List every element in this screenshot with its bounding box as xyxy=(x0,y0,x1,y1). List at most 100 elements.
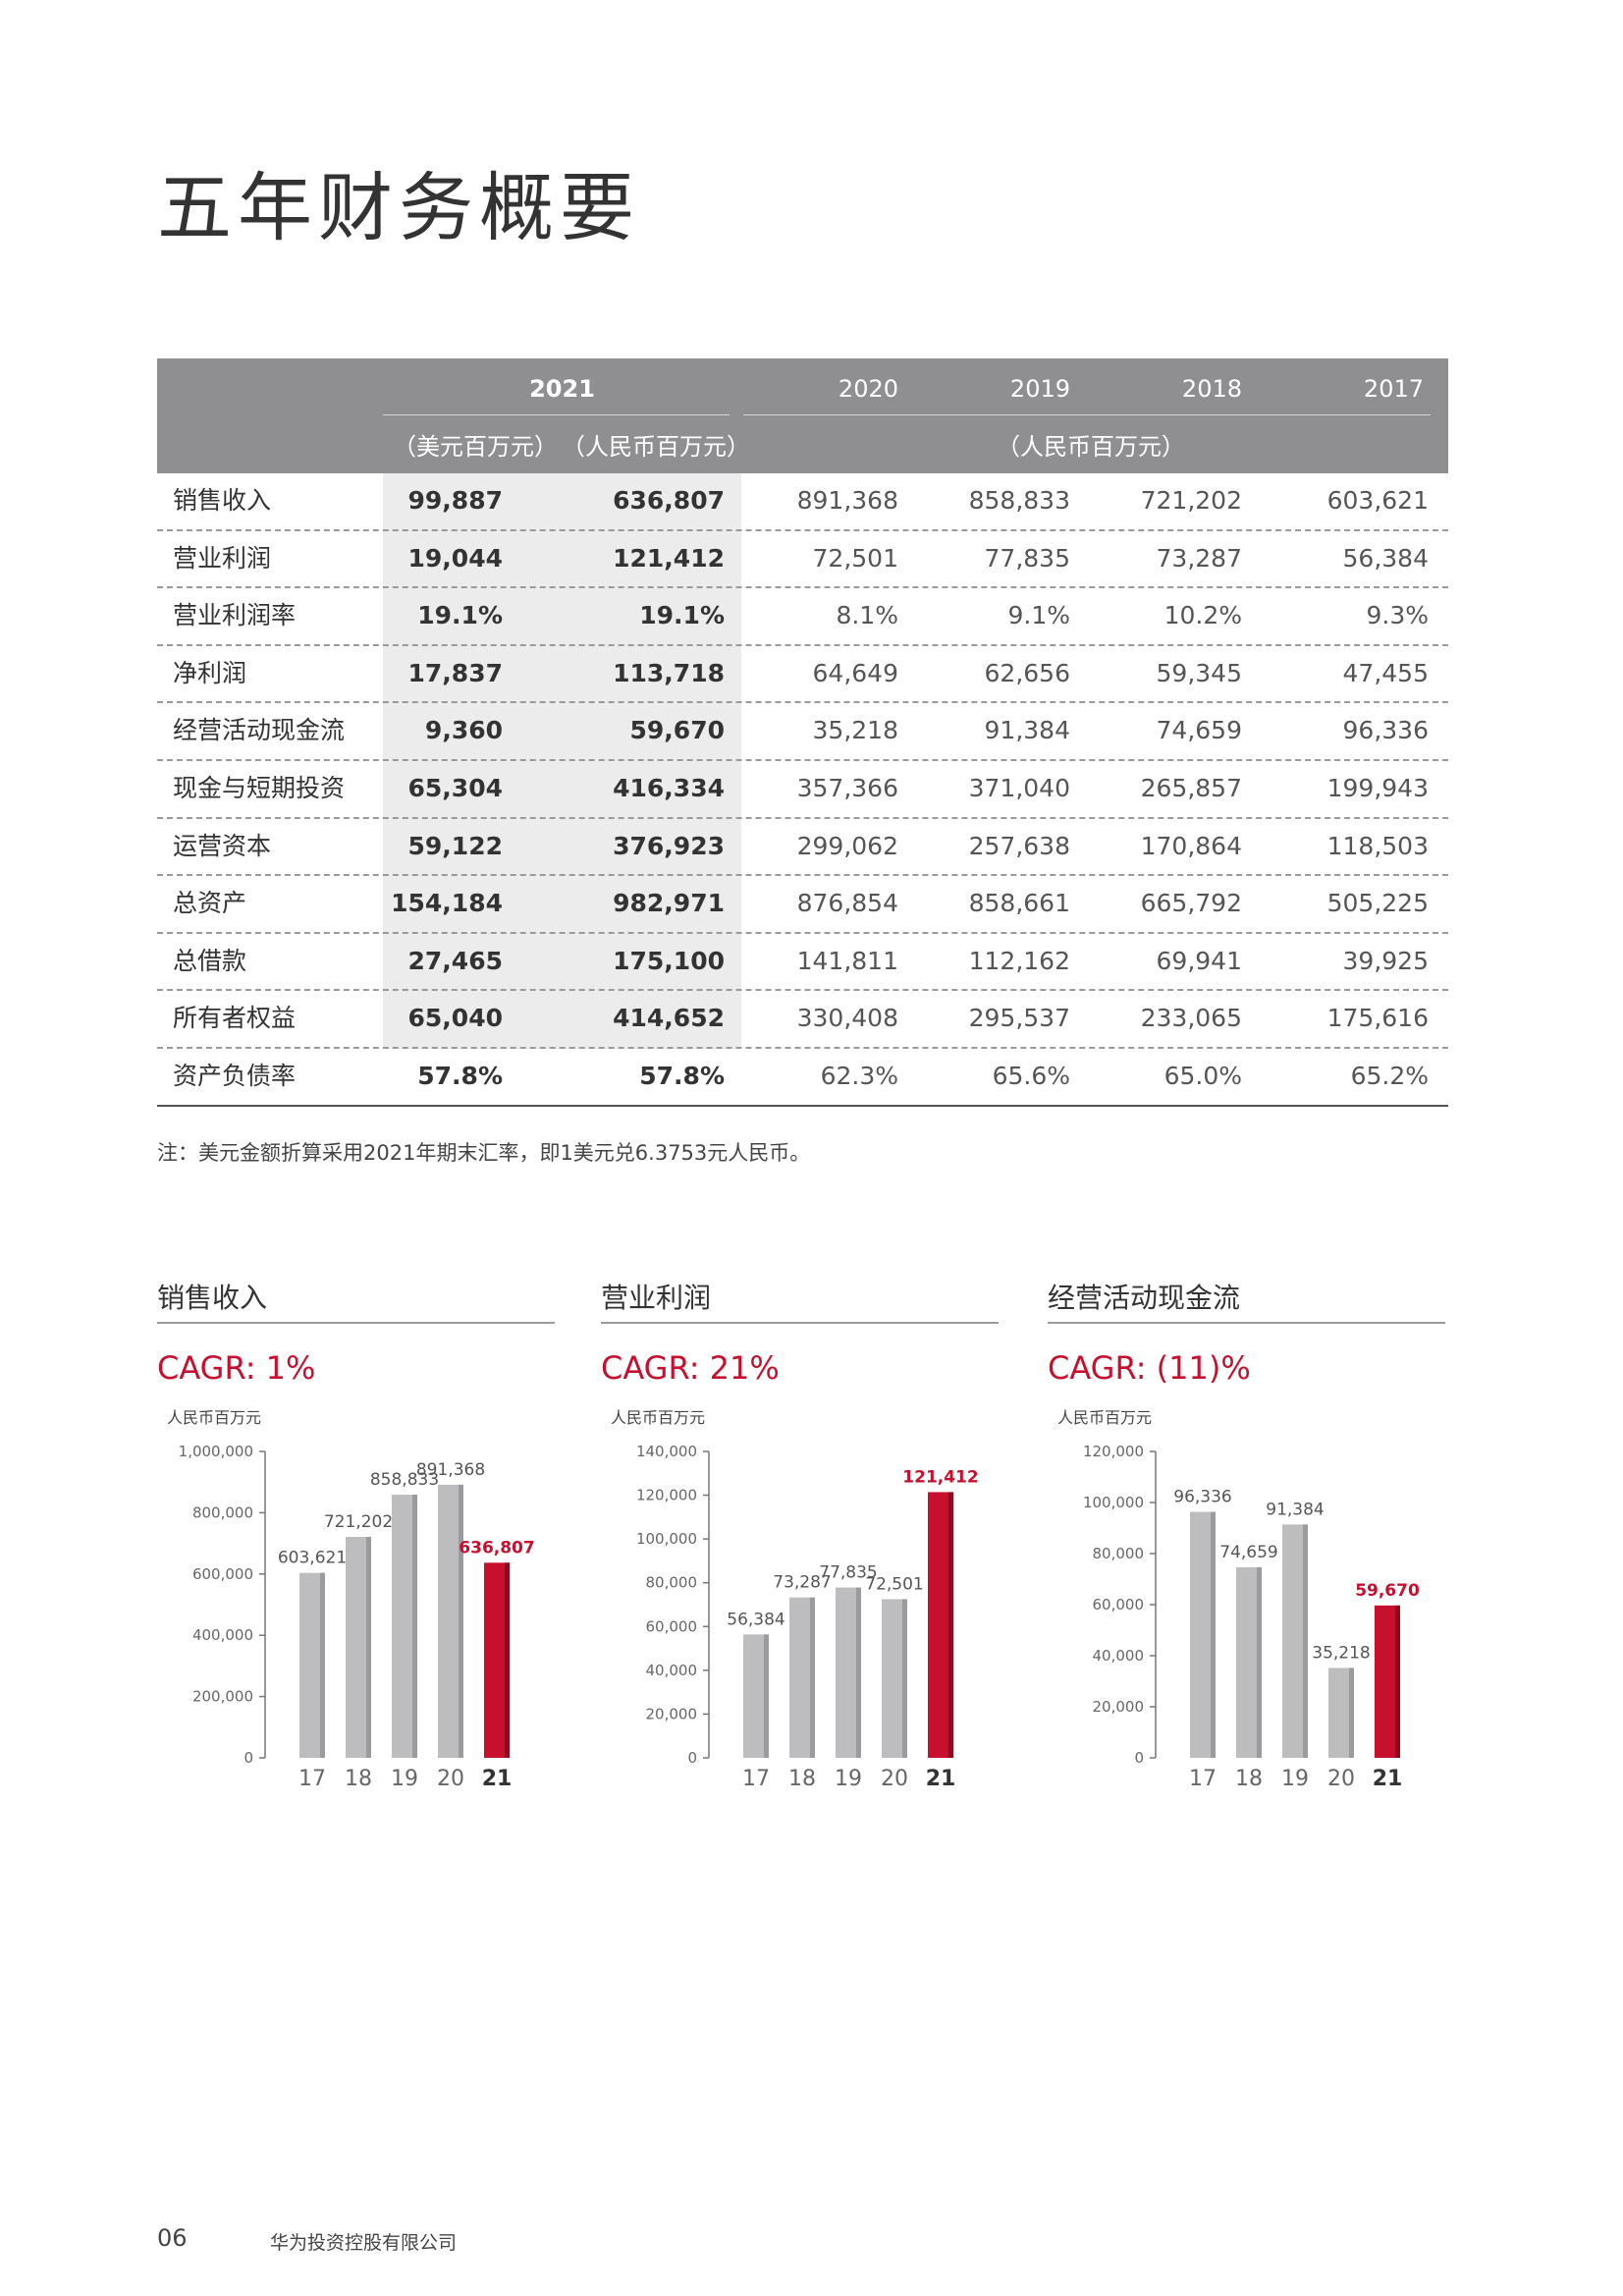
x-tick-label: 17 xyxy=(1189,1767,1217,1791)
cell-2021-usd: 57.8% xyxy=(417,1061,503,1090)
table-row: 营业利润率 19.1% 19.1% 8.1% 9.1% 10.2% 9.3% xyxy=(157,588,1448,646)
unit-usd: （美元百万元） xyxy=(393,433,558,461)
table-row: 运营资本 59,122 376,923 299,062 257,638 170,864 11… xyxy=(157,819,1448,877)
cell-2021-rmb: 57.8% xyxy=(639,1061,725,1090)
data-label: 91,384 xyxy=(1266,1500,1324,1519)
x-tick-label: 19 xyxy=(1281,1767,1309,1791)
bar-shade xyxy=(1211,1511,1216,1758)
cell-2021-rmb: 416,334 xyxy=(613,773,725,802)
y-tick-label: 120,000 xyxy=(1083,1443,1144,1460)
cell-2017: 47,455 xyxy=(1342,658,1429,687)
table-row: 销售收入 99,887 636,807 891,368 858,833 721,202 60… xyxy=(157,473,1448,531)
cell-2018: 65.0% xyxy=(1163,1061,1242,1090)
cell-2017: 199,943 xyxy=(1326,773,1429,802)
cell-2020: 891,368 xyxy=(796,486,898,515)
bar-shade xyxy=(320,1572,325,1758)
row-label: 所有者权益 xyxy=(173,1004,297,1033)
unit-label: 人民币百万元 xyxy=(1057,1408,1153,1427)
cagr-label: CAGR: 1% xyxy=(157,1349,316,1387)
bar-chart-svg: 0 200,000 400,000 600,000 800,000 1,000,000 60… xyxy=(179,1443,535,1791)
cell-2021-rmb: 19.1% xyxy=(639,601,725,630)
data-label: 636,807 xyxy=(459,1538,534,1558)
page-title: 五年财务概要 xyxy=(157,164,640,251)
y-tick-label: 80,000 xyxy=(1093,1545,1145,1562)
y-tick-label: 80,000 xyxy=(646,1574,698,1592)
cell-2019: 77,835 xyxy=(984,543,1070,573)
y-tick-label: 400,000 xyxy=(192,1626,253,1644)
y-tick-label: 20,000 xyxy=(1093,1698,1145,1716)
row-label: 资产负债率 xyxy=(173,1061,297,1090)
x-tick-label: 21 xyxy=(1373,1767,1403,1791)
cell-2021-rmb: 113,718 xyxy=(613,658,725,687)
chart-title-rule xyxy=(157,1322,555,1324)
cell-2021-usd: 65,304 xyxy=(407,773,503,802)
row-label: 净利润 xyxy=(173,658,247,687)
cell-2019: 257,638 xyxy=(968,831,1070,860)
bar-shade xyxy=(1349,1667,1354,1758)
header-year-2021: 2021 xyxy=(529,375,595,403)
x-tick-label: 18 xyxy=(1235,1767,1263,1791)
cell-2019: 295,537 xyxy=(968,1004,1070,1033)
x-tick-label: 20 xyxy=(881,1767,908,1791)
highlight-2021-band xyxy=(383,473,741,1049)
chart-revenue: 销售收入 CAGR: 1% 人民币百万元 0 200,000 400,000 600,… xyxy=(157,1277,555,1807)
y-tick-label: 0 xyxy=(1134,1749,1144,1767)
cell-2019: 858,661 xyxy=(968,889,1070,918)
cell-2018: 233,065 xyxy=(1140,1004,1242,1033)
cell-2021-usd: 19.1% xyxy=(417,601,503,630)
cell-2021-rmb: 59,670 xyxy=(629,716,725,745)
table-body: 销售收入 99,887 636,807 891,368 858,833 721,202 60… xyxy=(157,473,1448,1107)
y-tick-label: 600,000 xyxy=(192,1565,253,1583)
bar-shade xyxy=(412,1495,417,1758)
table-row: 净利润 17,837 113,718 64,649 62,656 59,345 47,455 xyxy=(157,646,1448,704)
cell-2017: 175,616 xyxy=(1326,1004,1429,1033)
x-tick-label: 18 xyxy=(345,1767,372,1791)
chart-title: 营业利润 xyxy=(601,1282,712,1314)
bar-shade xyxy=(505,1562,510,1758)
x-tick-label: 18 xyxy=(788,1767,816,1791)
y-tick-label: 1,000,000 xyxy=(179,1443,253,1460)
cell-2018: 265,857 xyxy=(1140,773,1242,802)
unit-label: 人民币百万元 xyxy=(167,1408,262,1427)
chart-title-rule xyxy=(1048,1322,1445,1324)
data-label: 603,621 xyxy=(278,1549,347,1568)
cell-2018: 721,202 xyxy=(1140,486,1242,515)
bar-shade xyxy=(366,1536,371,1758)
x-tick-label: 19 xyxy=(835,1767,862,1791)
header-year-2019: 2019 xyxy=(1009,375,1070,403)
bar-shade xyxy=(1257,1566,1262,1758)
cell-2018: 69,941 xyxy=(1156,946,1242,975)
bar-shade xyxy=(1303,1524,1308,1758)
header-year-2018: 2018 xyxy=(1181,375,1242,403)
data-label: 74,659 xyxy=(1219,1543,1277,1562)
y-tick-label: 200,000 xyxy=(192,1688,253,1706)
cell-2021-usd: 19,044 xyxy=(407,543,503,573)
header-year-2017: 2017 xyxy=(1363,375,1424,403)
unit-label: 人民币百万元 xyxy=(611,1408,706,1427)
data-label: 73,287 xyxy=(773,1573,831,1593)
cell-2021-usd: 154,184 xyxy=(391,889,503,918)
bar-shade xyxy=(764,1634,769,1758)
cell-2021-usd: 17,837 xyxy=(407,658,503,687)
x-tick-label: 21 xyxy=(482,1767,513,1791)
cell-2021-rmb: 175,100 xyxy=(613,946,725,975)
y-tick-label: 0 xyxy=(243,1749,253,1767)
cell-2021-rmb: 121,412 xyxy=(613,543,725,573)
table-row: 所有者权益 65,040 414,652 330,408 295,537 233,065 1… xyxy=(157,991,1448,1049)
page-number: 06 xyxy=(157,2224,188,2252)
y-tick-label: 800,000 xyxy=(192,1503,253,1521)
chart-operating-profit: 营业利润 CAGR: 21% 人民币百万元 0 20,000 40,000 60,00… xyxy=(601,1277,999,1807)
cell-2017: 56,384 xyxy=(1342,543,1429,573)
bar-shade xyxy=(1395,1605,1400,1758)
cell-2020: 876,854 xyxy=(796,889,898,918)
cell-2017: 603,621 xyxy=(1326,486,1429,515)
cell-2019: 65.6% xyxy=(992,1061,1070,1090)
unit-rmb-prev-years: （人民币百万元） xyxy=(997,433,1185,461)
table-row: 资产负债率 57.8% 57.8% 62.3% 65.6% 65.0% 65.2% xyxy=(157,1049,1448,1107)
cell-2017: 505,225 xyxy=(1326,889,1429,918)
row-label: 销售收入 xyxy=(173,486,272,515)
bar-chart-svg: 0 20,000 40,000 60,000 80,000 100,000 120,000 1… xyxy=(636,1443,979,1791)
data-label: 121,412 xyxy=(902,1467,978,1487)
chart-title-rule xyxy=(601,1322,999,1324)
bar-shade xyxy=(810,1597,815,1758)
